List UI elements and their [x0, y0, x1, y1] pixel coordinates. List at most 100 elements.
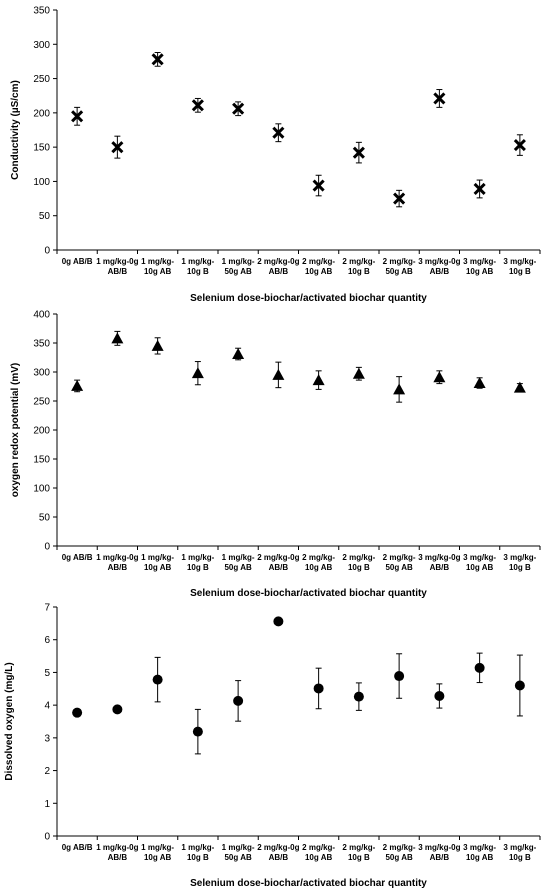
y-tick-label: 3 — [44, 733, 50, 744]
y-tick-label: 100 — [33, 177, 50, 188]
data-point — [394, 671, 405, 682]
x-tick-label: 1 mg/kg-10g B — [181, 843, 214, 862]
x-tick-label: 3 mg/kg-10g AB — [463, 553, 496, 572]
y-tick-label: 200 — [33, 108, 50, 119]
x-tick-label: 2 mg/kg-10g AB — [302, 257, 335, 276]
y-tick-label: 0 — [44, 542, 50, 553]
data-point — [513, 381, 526, 393]
y-ticks: 0 1 2 3 4 5 6 7 — [44, 603, 57, 843]
y-tick-label: 0 — [44, 246, 50, 257]
x-tick-label: 2 mg/kg-0g AB/B — [257, 553, 299, 572]
data-point — [353, 691, 364, 702]
data-point — [433, 371, 446, 383]
x-tick-label: 0g AB/B — [62, 257, 93, 266]
data-point — [232, 348, 245, 360]
data-point — [191, 99, 204, 112]
y-axis-label: Conductivity (µS/cm) — [10, 80, 21, 180]
x-tick-label: 2 mg/kg-10g B — [342, 843, 375, 862]
data-point — [434, 690, 445, 701]
x-tick-label: 1 mg/kg-10g B — [181, 553, 214, 572]
data-point — [473, 377, 486, 389]
y-tick-label: 250 — [33, 74, 50, 85]
x-tick-label: 2 mg/kg-10g AB — [302, 553, 335, 572]
y-axis-label: oxygen redox potential (mV) — [10, 363, 21, 497]
data-point — [151, 53, 164, 66]
data-point — [474, 662, 485, 673]
data-point — [71, 110, 84, 123]
x-tick-label: 0g AB/B — [62, 553, 93, 562]
y-tick-label: 350 — [33, 6, 50, 17]
y-tick-label: 150 — [33, 143, 50, 154]
y-tick-label: 150 — [33, 455, 50, 466]
y-tick-label: 350 — [33, 339, 50, 350]
x-tick-label: 1 mg/kg-0g AB/B — [96, 257, 138, 276]
y-tick-label: 7 — [44, 603, 50, 614]
y-tick-label: 0 — [44, 832, 50, 843]
data-point — [312, 374, 325, 386]
y-tick-label: 250 — [33, 397, 50, 408]
x-tick-label: 3 mg/kg-10g AB — [463, 257, 496, 276]
x-tick-label: 3 mg/kg-10g B — [503, 553, 536, 572]
y-tick-label: 400 — [33, 310, 50, 321]
x-tick-label: 1 mg/kg-10g B — [181, 257, 214, 276]
data-point — [352, 146, 365, 159]
y-tick-label: 2 — [44, 766, 50, 777]
data-point — [152, 674, 163, 685]
x-tick-label: 1 mg/kg-10g AB — [141, 257, 174, 276]
x-ticks: 0g AB/B 1 mg/kg-0g AB/B1 mg/kg-10g AB 1 mg/… — [56, 546, 541, 572]
data-point — [312, 179, 325, 192]
x-tick-label: 2 mg/kg-10g B — [342, 553, 375, 572]
y-axis-label: Dissolved oxygen (mg/L) — [4, 662, 15, 780]
x-tick-label: 3 mg/kg-10g AB — [463, 843, 496, 862]
data-point — [272, 126, 285, 139]
data-point — [473, 182, 486, 196]
x-tick-label: 1 mg/kg-0g AB/B — [96, 843, 138, 862]
data-point — [352, 367, 365, 379]
x-tick-label: 1 mg/kg-10g AB — [141, 553, 174, 572]
data-points — [71, 330, 526, 403]
redox-potential-chart: oxygen redox potential (mV) Selenium dos… — [10, 310, 541, 599]
data-point — [232, 102, 245, 115]
x-tick-label: 2 mg/kg-50g AB — [383, 553, 416, 572]
x-ticks: 0g AB/B 1 mg/kg-0g AB/B1 mg/kg-10g AB 1 mg/… — [56, 250, 541, 276]
y-tick-label: 50 — [39, 211, 51, 222]
x-tick-label: 3 mg/kg-0g AB/B — [418, 553, 460, 572]
x-tick-label: 2 mg/kg-10g AB — [302, 843, 335, 862]
x-tick-label: 3 mg/kg-10g B — [503, 257, 536, 276]
y-ticks: 0 50 100 150 200 250 300 350 400 — [33, 310, 57, 553]
data-point — [71, 379, 84, 391]
data-point — [273, 616, 284, 627]
x-tick-label: 1 mg/kg-50g AB — [222, 553, 255, 572]
data-point — [191, 367, 204, 379]
data-point — [112, 704, 123, 715]
data-point — [313, 683, 324, 694]
data-points — [72, 616, 525, 755]
conductivity-chart: Conductivity (µS/cm) Selenium dose-bioch… — [10, 6, 541, 304]
x-tick-label: 1 mg/kg-10g AB — [141, 843, 174, 862]
x-axis-label: Selenium dose-biochar/activated biochar … — [190, 588, 427, 599]
data-point — [272, 368, 285, 380]
dissolved-oxygen-chart: Dissolved oxygen (mg/L) Selenium dose-bi… — [4, 603, 541, 889]
x-tick-label: 1 mg/kg-50g AB — [222, 843, 255, 862]
x-axis-label: Selenium dose-biochar/activated biochar … — [190, 878, 427, 889]
y-tick-label: 6 — [44, 635, 50, 646]
data-point — [72, 707, 83, 718]
data-point — [513, 139, 526, 152]
y-tick-label: 5 — [44, 668, 50, 679]
x-tick-label: 2 mg/kg-10g B — [342, 257, 375, 276]
x-tick-label: 1 mg/kg-50g AB — [222, 257, 255, 276]
x-tick-label: 3 mg/kg-0g AB/B — [418, 257, 460, 276]
data-point — [111, 332, 124, 344]
y-tick-label: 300 — [33, 40, 50, 51]
data-point — [393, 383, 406, 395]
y-tick-label: 1 — [44, 799, 50, 810]
data-point — [111, 141, 124, 154]
x-tick-label: 2 mg/kg-50g AB — [383, 257, 416, 276]
data-point — [192, 726, 203, 737]
y-tick-label: 200 — [33, 426, 50, 437]
data-point — [233, 695, 244, 706]
x-tick-label: 2 mg/kg-0g AB/B — [257, 843, 299, 862]
data-point — [514, 680, 525, 691]
y-tick-label: 50 — [39, 513, 51, 524]
